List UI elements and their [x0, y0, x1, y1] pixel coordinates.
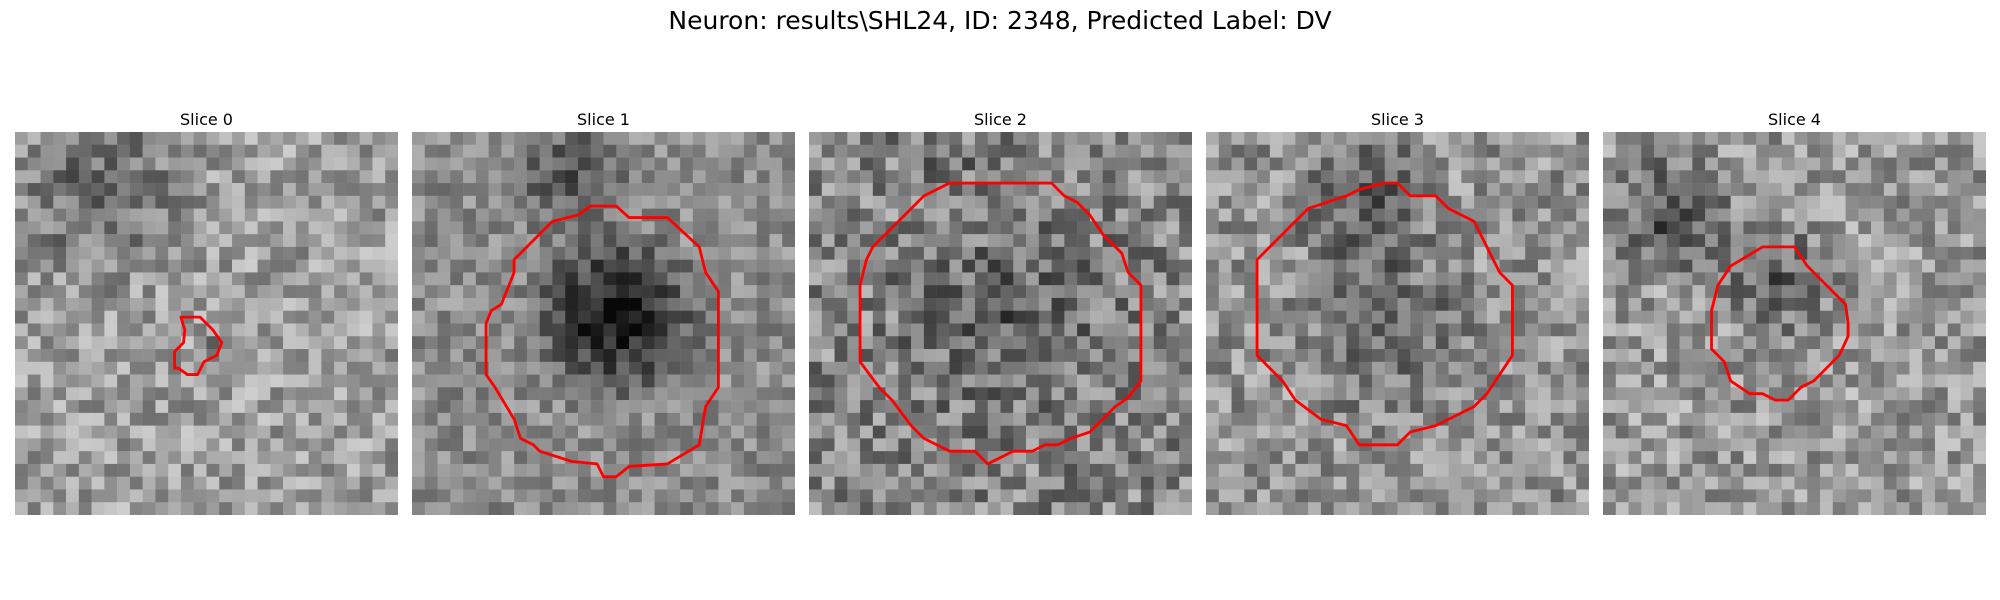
- slice-panel-1: Slice 1: [412, 108, 795, 515]
- roi-contour: [484, 204, 720, 479]
- slice-title: Slice 2: [974, 110, 1027, 129]
- slice-panel-4: Slice 4: [1603, 108, 1986, 515]
- slice-panel-0: Slice 0: [15, 108, 398, 515]
- slice-image: [809, 132, 1192, 515]
- roi-contour: [1710, 245, 1850, 402]
- roi-contour: [858, 181, 1143, 466]
- slice-panel-3: Slice 3: [1206, 108, 1589, 515]
- slice-image: [15, 132, 398, 515]
- roi-contour: [173, 315, 224, 376]
- roi-contour: [1255, 181, 1514, 447]
- slice-title: Slice 4: [1768, 110, 1821, 129]
- slice-image: [1206, 132, 1589, 515]
- slice-title: Slice 3: [1371, 110, 1424, 129]
- figure-title: Neuron: results\SHL24, ID: 2348, Predict…: [668, 6, 1332, 35]
- slice-panel-2: Slice 2: [809, 108, 1192, 515]
- slice-title: Slice 1: [577, 110, 630, 129]
- slice-image: [1603, 132, 1986, 515]
- slice-image: [412, 132, 795, 515]
- slice-title: Slice 0: [180, 110, 233, 129]
